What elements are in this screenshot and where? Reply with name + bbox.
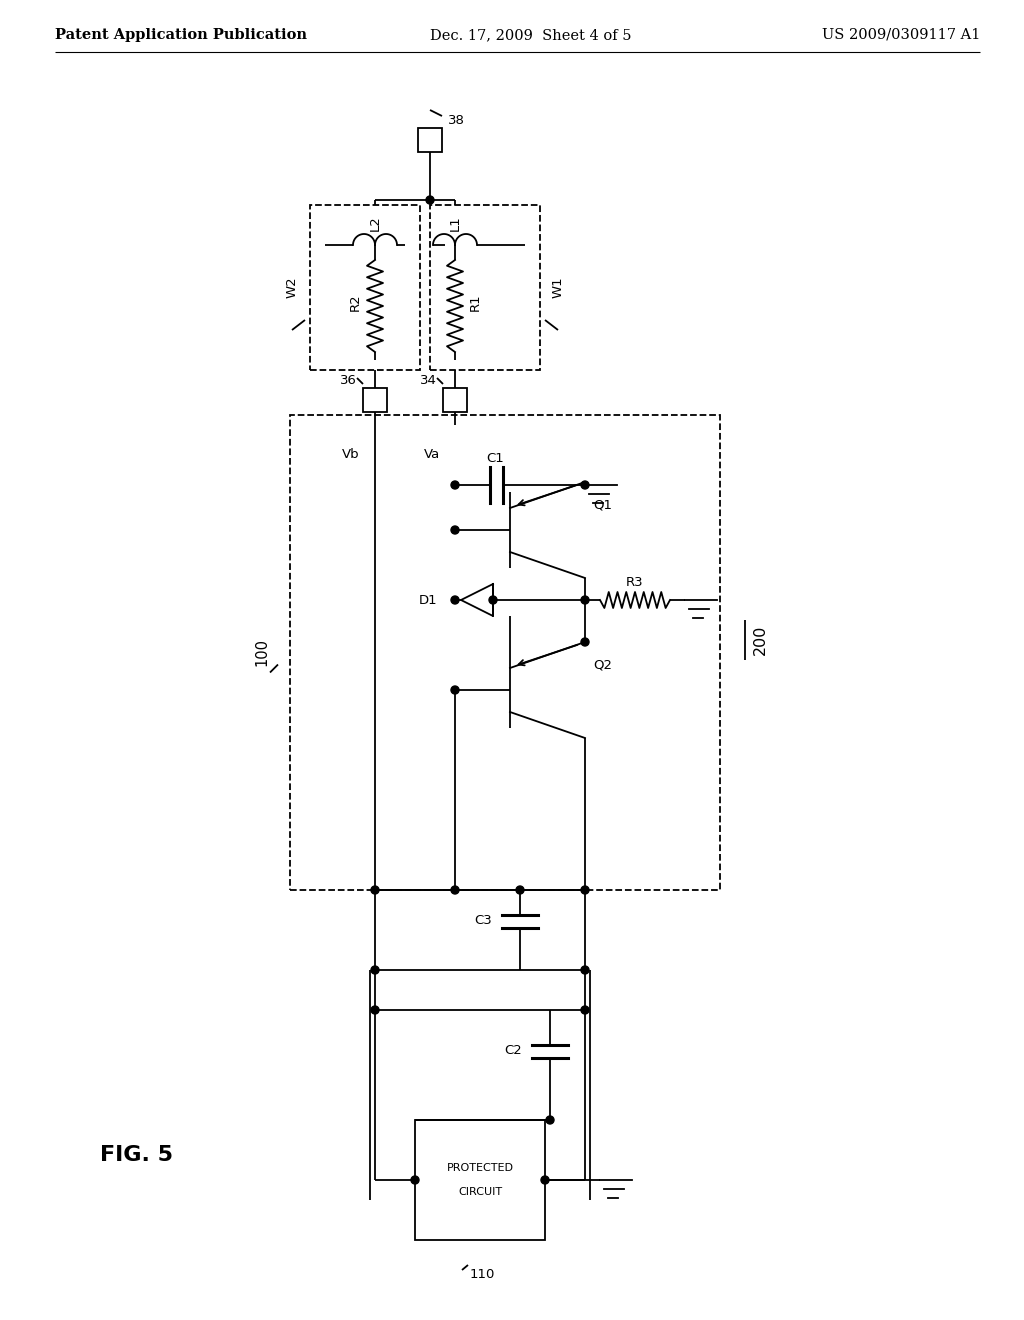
Circle shape [546,1115,554,1125]
Bar [418,128,442,152]
Circle shape [581,480,589,488]
Text: W1: W1 [552,277,564,298]
Circle shape [541,1176,549,1184]
Text: Q2: Q2 [593,659,612,672]
Text: R2: R2 [348,293,361,312]
Bar [430,205,540,370]
Text: CIRCUIT: CIRCUIT [458,1187,502,1197]
Text: L2: L2 [369,215,382,231]
Circle shape [581,966,589,974]
Circle shape [451,886,459,894]
Circle shape [581,638,589,645]
Bar [310,205,420,370]
Circle shape [426,195,434,205]
Bar [362,388,387,412]
Text: Q1: Q1 [593,499,612,511]
Text: C1: C1 [486,453,504,466]
Circle shape [516,886,524,894]
Text: W2: W2 [286,277,299,298]
Text: 110: 110 [470,1269,496,1282]
Circle shape [451,597,459,605]
Text: 38: 38 [449,114,465,127]
Text: L1: L1 [449,215,462,231]
Bar [290,414,720,890]
Bar [415,1119,545,1239]
Circle shape [581,1006,589,1014]
Text: US 2009/0309117 A1: US 2009/0309117 A1 [821,28,980,42]
Circle shape [451,686,459,694]
Circle shape [489,597,497,605]
Circle shape [581,597,589,605]
Text: PROTECTED: PROTECTED [446,1163,513,1173]
Text: 100: 100 [255,639,269,667]
Circle shape [371,1006,379,1014]
Text: 34: 34 [420,374,437,387]
Circle shape [581,886,589,894]
Text: 36: 36 [340,374,357,387]
Circle shape [451,525,459,535]
Text: Dec. 17, 2009  Sheet 4 of 5: Dec. 17, 2009 Sheet 4 of 5 [430,28,632,42]
Text: C2: C2 [504,1044,522,1056]
Text: Vb: Vb [342,449,360,462]
Text: Va: Va [424,449,440,462]
Bar [443,388,467,412]
Circle shape [451,480,459,488]
Circle shape [411,1176,419,1184]
Text: Patent Application Publication: Patent Application Publication [55,28,307,42]
Text: R1: R1 [469,293,481,312]
Text: D1: D1 [419,594,437,606]
Circle shape [371,886,379,894]
Text: R3: R3 [627,576,644,589]
Text: FIG. 5: FIG. 5 [100,1144,173,1166]
Text: C3: C3 [474,913,492,927]
Circle shape [371,966,379,974]
Text: 200: 200 [753,624,768,655]
